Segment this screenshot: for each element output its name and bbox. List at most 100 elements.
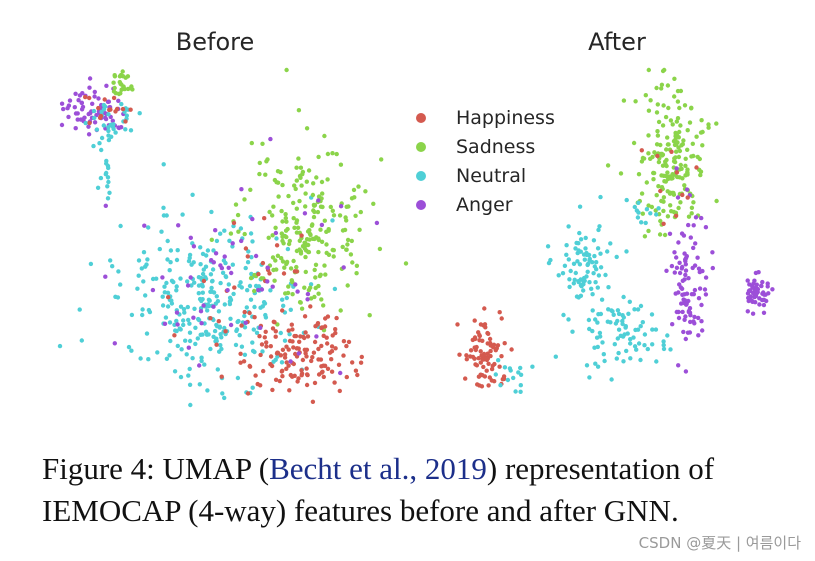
point-sadness-after <box>661 195 667 200</box>
point-happiness-before <box>355 372 360 378</box>
point-happiness-before <box>287 338 293 344</box>
point-neutral-after <box>612 342 617 347</box>
point-happiness-after <box>486 331 491 336</box>
point-neutral-before <box>206 297 212 302</box>
point-sadness-before <box>316 194 322 199</box>
point-neutral-before <box>165 238 170 244</box>
point-happiness-before <box>299 368 304 373</box>
point-happiness-before <box>332 380 337 385</box>
point-neutral-before <box>106 125 111 130</box>
point-happiness-before <box>350 360 355 365</box>
point-anger-after <box>697 286 703 291</box>
point-sadness-before <box>281 241 286 246</box>
point-sadness-after <box>689 211 694 216</box>
point-neutral-before <box>284 295 289 301</box>
point-anger-before <box>222 254 227 259</box>
point-anger-before <box>225 288 230 293</box>
point-anger-after <box>699 215 704 221</box>
point-neutral-after <box>493 372 498 377</box>
point-anger-before <box>239 238 244 244</box>
point-happiness-before <box>259 342 265 347</box>
point-anger-after <box>681 329 686 335</box>
point-neutral-before <box>180 212 185 217</box>
point-happiness-before <box>252 315 257 320</box>
point-happiness-before <box>300 357 306 363</box>
point-sadness-before <box>311 202 317 208</box>
point-anger-before <box>92 89 98 95</box>
point-happiness-before <box>231 220 237 226</box>
point-neutral-before <box>105 196 111 201</box>
point-sadness-before <box>120 69 125 74</box>
point-sadness-after <box>663 114 669 120</box>
point-sadness-before <box>331 254 336 259</box>
point-sadness-after <box>672 142 678 148</box>
point-anger-after <box>677 270 683 276</box>
point-anger-after <box>669 263 675 269</box>
point-neutral-before <box>92 115 97 121</box>
point-sadness-after <box>683 163 688 168</box>
point-neutral-before <box>250 239 255 244</box>
point-sadness-before <box>344 218 349 223</box>
point-anger-before <box>338 204 344 209</box>
point-sadness-after <box>706 122 711 127</box>
point-neutral-before <box>217 324 222 329</box>
point-neutral-before <box>123 127 128 132</box>
point-anger-after <box>690 265 695 271</box>
point-anger-after <box>687 306 693 311</box>
point-sadness-before <box>299 306 305 311</box>
point-sadness-before <box>321 303 326 308</box>
point-anger-after <box>753 300 758 305</box>
point-neutral-before <box>209 279 215 284</box>
point-happiness-before <box>305 372 310 378</box>
point-neutral-before <box>208 346 213 352</box>
point-sadness-after <box>660 153 665 158</box>
point-neutral-before <box>242 352 248 357</box>
point-neutral-after <box>668 347 673 352</box>
point-happiness-before <box>284 344 289 349</box>
point-anger-before <box>191 315 196 320</box>
point-neutral-after <box>638 324 643 329</box>
point-happiness-after <box>669 149 674 154</box>
point-sadness-before <box>129 84 134 89</box>
point-neutral-before <box>242 313 247 319</box>
point-anger-before <box>103 203 109 208</box>
point-happiness-after <box>480 338 485 343</box>
csdn-watermark: CSDN @夏天 | 여름이다 <box>638 534 801 552</box>
point-neutral-before <box>77 307 82 312</box>
point-neutral-before <box>143 264 148 269</box>
point-neutral-before <box>190 356 195 361</box>
point-neutral-before <box>203 329 209 334</box>
point-happiness-before <box>336 362 342 367</box>
citation-link[interactable]: Becht et al., 2019 <box>269 451 487 486</box>
point-sadness-after <box>677 105 682 111</box>
point-anger-after <box>757 302 762 307</box>
point-neutral-after <box>587 326 592 332</box>
point-happiness-before <box>83 94 88 100</box>
point-neutral-before <box>190 192 195 197</box>
point-neutral-before <box>250 385 255 390</box>
point-happiness-before <box>304 366 309 371</box>
point-neutral-after <box>611 312 616 317</box>
point-sadness-before <box>306 249 311 255</box>
point-happiness-before <box>243 246 249 251</box>
point-happiness-after <box>694 165 699 170</box>
point-neutral-before <box>231 291 236 297</box>
point-anger-after <box>677 260 682 265</box>
point-neutral-after <box>561 312 566 318</box>
point-neutral-before <box>164 356 170 361</box>
point-happiness-after <box>484 368 489 373</box>
point-sadness-before <box>270 233 275 238</box>
point-anger-after <box>757 296 762 301</box>
point-anger-after <box>703 225 709 230</box>
point-anger-after <box>674 255 679 260</box>
point-happiness-before <box>245 391 251 396</box>
point-sadness-before <box>319 297 324 302</box>
point-neutral-before <box>175 343 180 349</box>
point-neutral-before <box>104 170 109 176</box>
point-neutral-after <box>595 364 601 369</box>
point-anger-before <box>265 265 270 270</box>
point-neutral-before <box>237 333 242 338</box>
point-neutral-after <box>598 194 603 200</box>
point-neutral-before <box>110 264 115 269</box>
point-happiness-before <box>268 344 273 349</box>
